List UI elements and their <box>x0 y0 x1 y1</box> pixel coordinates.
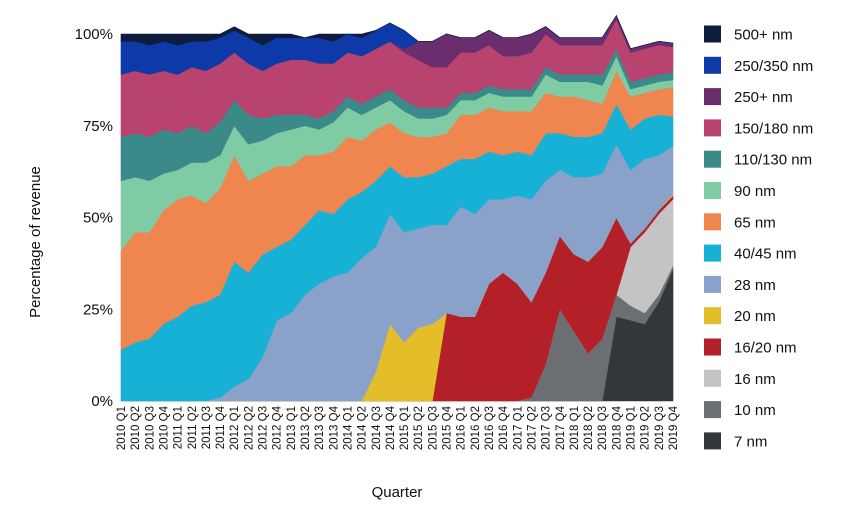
legend-swatch <box>704 88 721 106</box>
legend-label: 28 nm <box>734 277 776 294</box>
plot-area <box>120 15 674 402</box>
x-axis-label: Quarter <box>372 484 423 501</box>
x-tick-label: 2017 Q4 <box>555 405 567 450</box>
x-tick-label: 2010 Q1 <box>116 406 128 450</box>
x-tick-label: 2010 Q3 <box>144 406 156 450</box>
legend-item-20-nm: 20 nm <box>704 307 776 325</box>
legend-swatch <box>704 25 721 43</box>
legend-item-40-45-nm: 40/45 nm <box>704 244 797 263</box>
legend-swatch <box>704 275 721 293</box>
legend-label: 250+ nm <box>734 89 793 106</box>
legend-label: 150/180 nm <box>734 120 813 137</box>
legend-item-7-nm: 7 nm <box>704 432 767 450</box>
legend-swatch <box>704 213 721 231</box>
x-tick-label: 2015 Q1 <box>399 406 411 450</box>
y-tick-label: 75% <box>83 118 113 135</box>
x-tick-label: 2016 Q4 <box>498 405 510 450</box>
legend-label: 7 nm <box>734 433 767 450</box>
x-tick-label: 2010 Q2 <box>130 406 142 450</box>
legend-item-16-nm: 16 nm <box>704 369 776 388</box>
legend-label: 90 nm <box>734 183 776 200</box>
y-tick-label: 0% <box>91 393 113 410</box>
legend-item-150-180-nm: 150/180 nm <box>704 119 813 137</box>
x-tick-label: 2016 Q2 <box>470 406 482 450</box>
y-tick-label: 100% <box>75 26 113 43</box>
legend-swatch <box>704 150 721 168</box>
x-tick-label: 2014 Q3 <box>371 406 383 450</box>
x-tick-label: 2012 Q2 <box>243 406 255 450</box>
legend-swatch <box>704 56 721 74</box>
x-tick-label: 2017 Q2 <box>526 406 538 450</box>
y-axis: 0% 25% 50% 75% 100% <box>75 26 113 410</box>
x-tick-label: 2019 Q3 <box>654 406 666 450</box>
legend-swatch <box>704 432 721 450</box>
legend-label: 16 nm <box>734 371 776 388</box>
x-tick-label: 2016 Q3 <box>484 406 496 450</box>
x-tick-label: 2012 Q3 <box>258 406 270 450</box>
legend-label: 40/45 nm <box>734 246 797 263</box>
y-axis-label: Percentage of revenue <box>27 166 44 318</box>
legend-item-250-nm: 250+ nm <box>704 88 793 106</box>
x-axis: 2010 Q1 2010 Q2 2010 Q3 2010 Q4 2011 Q1 2011 … <box>116 405 680 450</box>
legend-label: 16/20 nm <box>734 340 797 357</box>
x-tick-label: 2017 Q3 <box>541 406 553 450</box>
x-tick-label: 2011 Q4 <box>215 405 227 449</box>
y-tick-label: 25% <box>83 301 113 318</box>
x-tick-label: 2012 Q4 <box>272 405 284 450</box>
legend-item-65-nm: 65 nm <box>704 213 776 231</box>
x-tick-label: 2015 Q2 <box>413 406 425 450</box>
x-tick-label: 2010 Q4 <box>158 405 170 450</box>
legend-label: 65 nm <box>734 214 776 231</box>
x-tick-label: 2017 Q1 <box>512 406 524 450</box>
x-tick-label: 2013 Q2 <box>300 406 312 450</box>
legend-item-110-130-nm: 110/130 nm <box>704 150 812 169</box>
x-tick-label: 2014 Q4 <box>385 405 397 450</box>
y-tick-label: 50% <box>83 210 113 227</box>
x-tick-label: 2013 Q3 <box>314 406 326 450</box>
x-tick-label: 2011 Q2 <box>187 406 199 449</box>
x-tick-label: 2018 Q3 <box>597 406 609 450</box>
x-tick-label: 2018 Q4 <box>611 405 623 450</box>
legend-label: 500+ nm <box>734 27 793 44</box>
legend-item-250-350-nm: 250/350 nm <box>704 56 813 75</box>
legend-label: 110/130 nm <box>734 152 812 169</box>
x-tick-label: 2015 Q4 <box>442 405 454 450</box>
legend-item-28-nm: 28 nm <box>704 275 776 294</box>
x-tick-label: 2018 Q1 <box>569 406 581 450</box>
legend-swatch <box>704 369 721 387</box>
legend-label: 250/350 nm <box>734 58 813 75</box>
legend-swatch <box>704 338 721 356</box>
legend-swatch <box>704 307 721 325</box>
legend-item-90-nm: 90 nm <box>704 182 776 200</box>
legend-item-10-nm: 10 nm <box>704 401 776 419</box>
legend-item-16-20-nm: 16/20 nm <box>704 338 797 357</box>
legend-swatch <box>704 119 721 137</box>
legend-label: 10 nm <box>734 402 776 419</box>
x-tick-label: 2012 Q1 <box>229 406 241 450</box>
legend-swatch <box>704 244 721 262</box>
x-tick-label: 2014 Q1 <box>342 406 354 450</box>
x-tick-label: 2015 Q3 <box>427 406 439 450</box>
legend-swatch <box>704 182 721 199</box>
x-tick-label: 2011 Q1 <box>173 406 185 449</box>
x-tick-label: 2018 Q2 <box>583 406 595 450</box>
x-tick-label: 2019 Q4 <box>668 405 680 450</box>
x-tick-label: 2013 Q1 <box>286 406 298 450</box>
legend-label: 20 nm <box>734 308 776 325</box>
legend: 500+ nm 250/350 nm 250+ nm 150/180 nm 110/13… <box>704 25 813 450</box>
x-tick-label: 2011 Q3 <box>201 406 213 449</box>
legend-item-500-nm: 500+ nm <box>704 25 793 44</box>
x-tick-label: 2019 Q2 <box>640 406 652 450</box>
x-tick-label: 2014 Q2 <box>357 406 369 450</box>
x-tick-label: 2019 Q1 <box>626 406 638 450</box>
x-tick-label: 2016 Q1 <box>456 406 468 450</box>
x-tick-label: 2013 Q4 <box>328 405 340 450</box>
series-area-500-nm <box>120 15 674 50</box>
legend-swatch <box>704 401 721 419</box>
